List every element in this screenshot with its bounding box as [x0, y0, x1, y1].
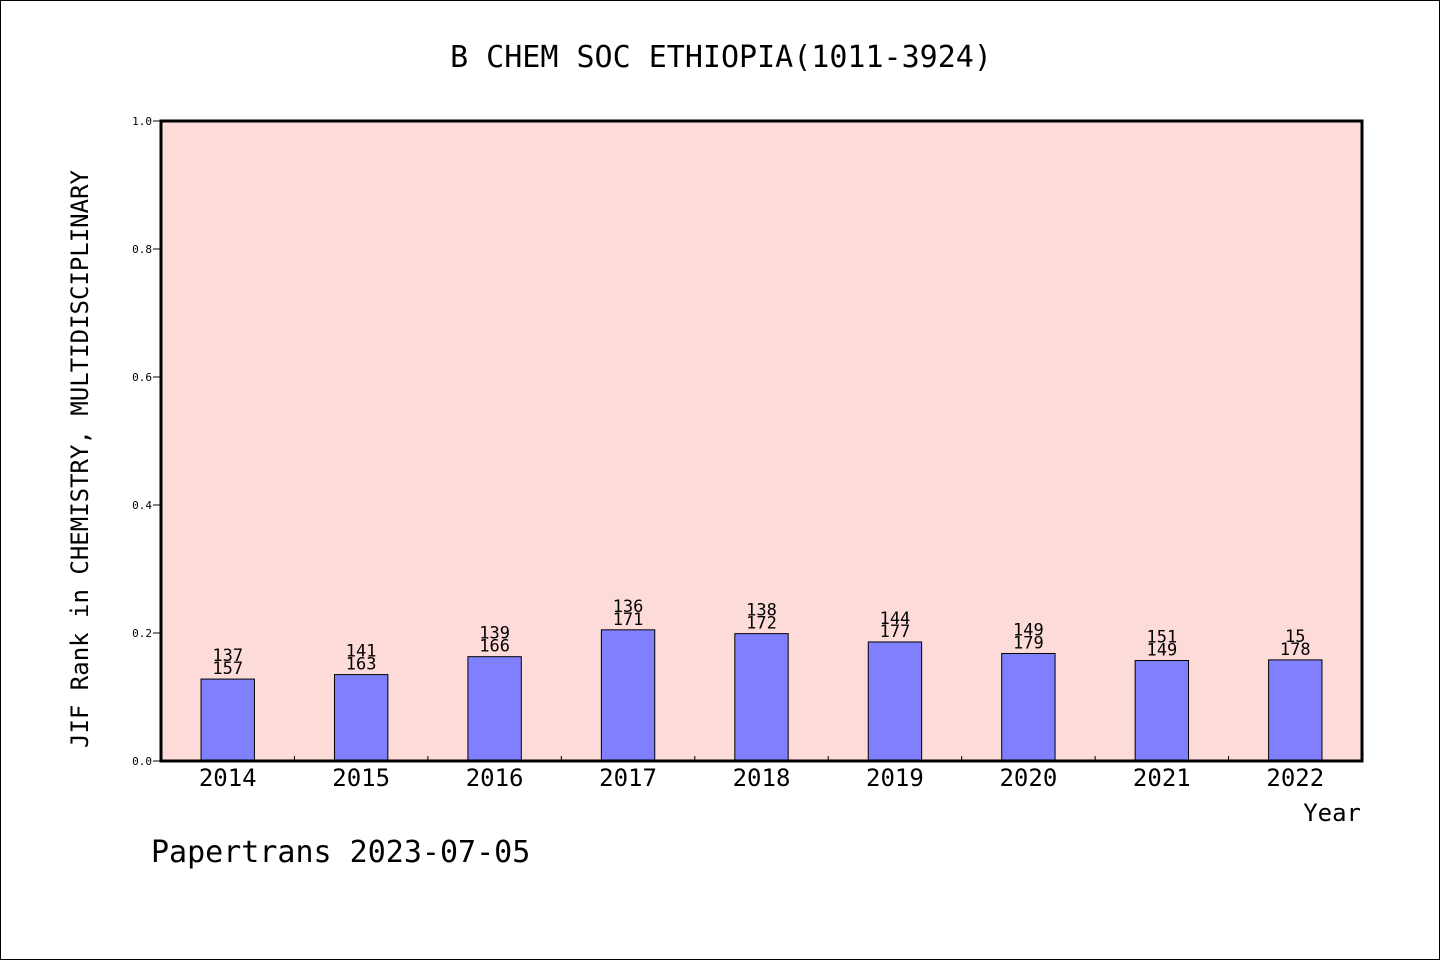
x-tick-label: 2014 — [199, 764, 257, 792]
bar — [600, 629, 656, 762]
x-tick-label: 2020 — [999, 764, 1057, 792]
y-tick-label: 0.2 — [132, 627, 152, 640]
x-tick-label: 2016 — [466, 764, 524, 792]
bar-label-rank: 149 — [1013, 620, 1044, 640]
y-tick-label: 0.4 — [132, 499, 152, 512]
y-axis-label: JIF Rank in CHEMISTRY, MULTIDISCIPLINARY — [66, 169, 94, 748]
bar-label-total: 171 — [613, 610, 644, 630]
bar — [333, 674, 389, 762]
x-tick-label: 2021 — [1133, 764, 1191, 792]
bar — [1001, 652, 1056, 762]
bar-label-total: 163 — [346, 655, 377, 675]
bar-label-rank: 141 — [346, 642, 377, 662]
chart-title: B CHEM SOC ETHIOPIA(1011-3924) — [450, 40, 992, 75]
bar-label-rank: 136 — [613, 597, 644, 617]
bar — [1134, 660, 1190, 762]
bar-label-rank: 139 — [479, 624, 510, 644]
bar — [200, 678, 255, 762]
bar — [1268, 659, 1323, 762]
bar-label-total: 179 — [1013, 633, 1044, 653]
bar-label-total: 157 — [212, 659, 243, 679]
bar — [467, 656, 522, 762]
bar-label-total: 166 — [479, 637, 510, 657]
bar — [734, 633, 789, 762]
x-axis-label: Year — [1303, 799, 1361, 827]
y-tick-label: 0.0 — [132, 755, 152, 768]
bar-label-rank: 137 — [212, 646, 243, 666]
footer-credit: Papertrans 2023-07-05 — [151, 835, 531, 870]
bar-label-total: 149 — [1146, 641, 1177, 661]
bar-label-total: 178 — [1280, 640, 1311, 660]
x-tick-label: 2015 — [332, 764, 390, 792]
bar-label-rank: 144 — [880, 609, 911, 629]
y-tick-label: 1.0 — [132, 115, 152, 128]
y-tick-label: 0.8 — [132, 243, 152, 256]
bar-label-total: 172 — [746, 614, 777, 634]
y-tick-label: 0.6 — [132, 371, 152, 384]
x-tick-label: 2022 — [1266, 764, 1324, 792]
bar-label-rank: 15 — [1285, 627, 1305, 647]
x-tick-label: 2018 — [733, 764, 791, 792]
bar-label-rank: 138 — [746, 601, 777, 621]
bar — [867, 641, 923, 762]
x-tick-label: 2017 — [599, 764, 657, 792]
x-tick-label: 2019 — [866, 764, 924, 792]
plot-border — [159, 119, 1364, 763]
bar-label-rank: 151 — [1146, 628, 1177, 648]
bar-label-total: 177 — [880, 622, 911, 642]
